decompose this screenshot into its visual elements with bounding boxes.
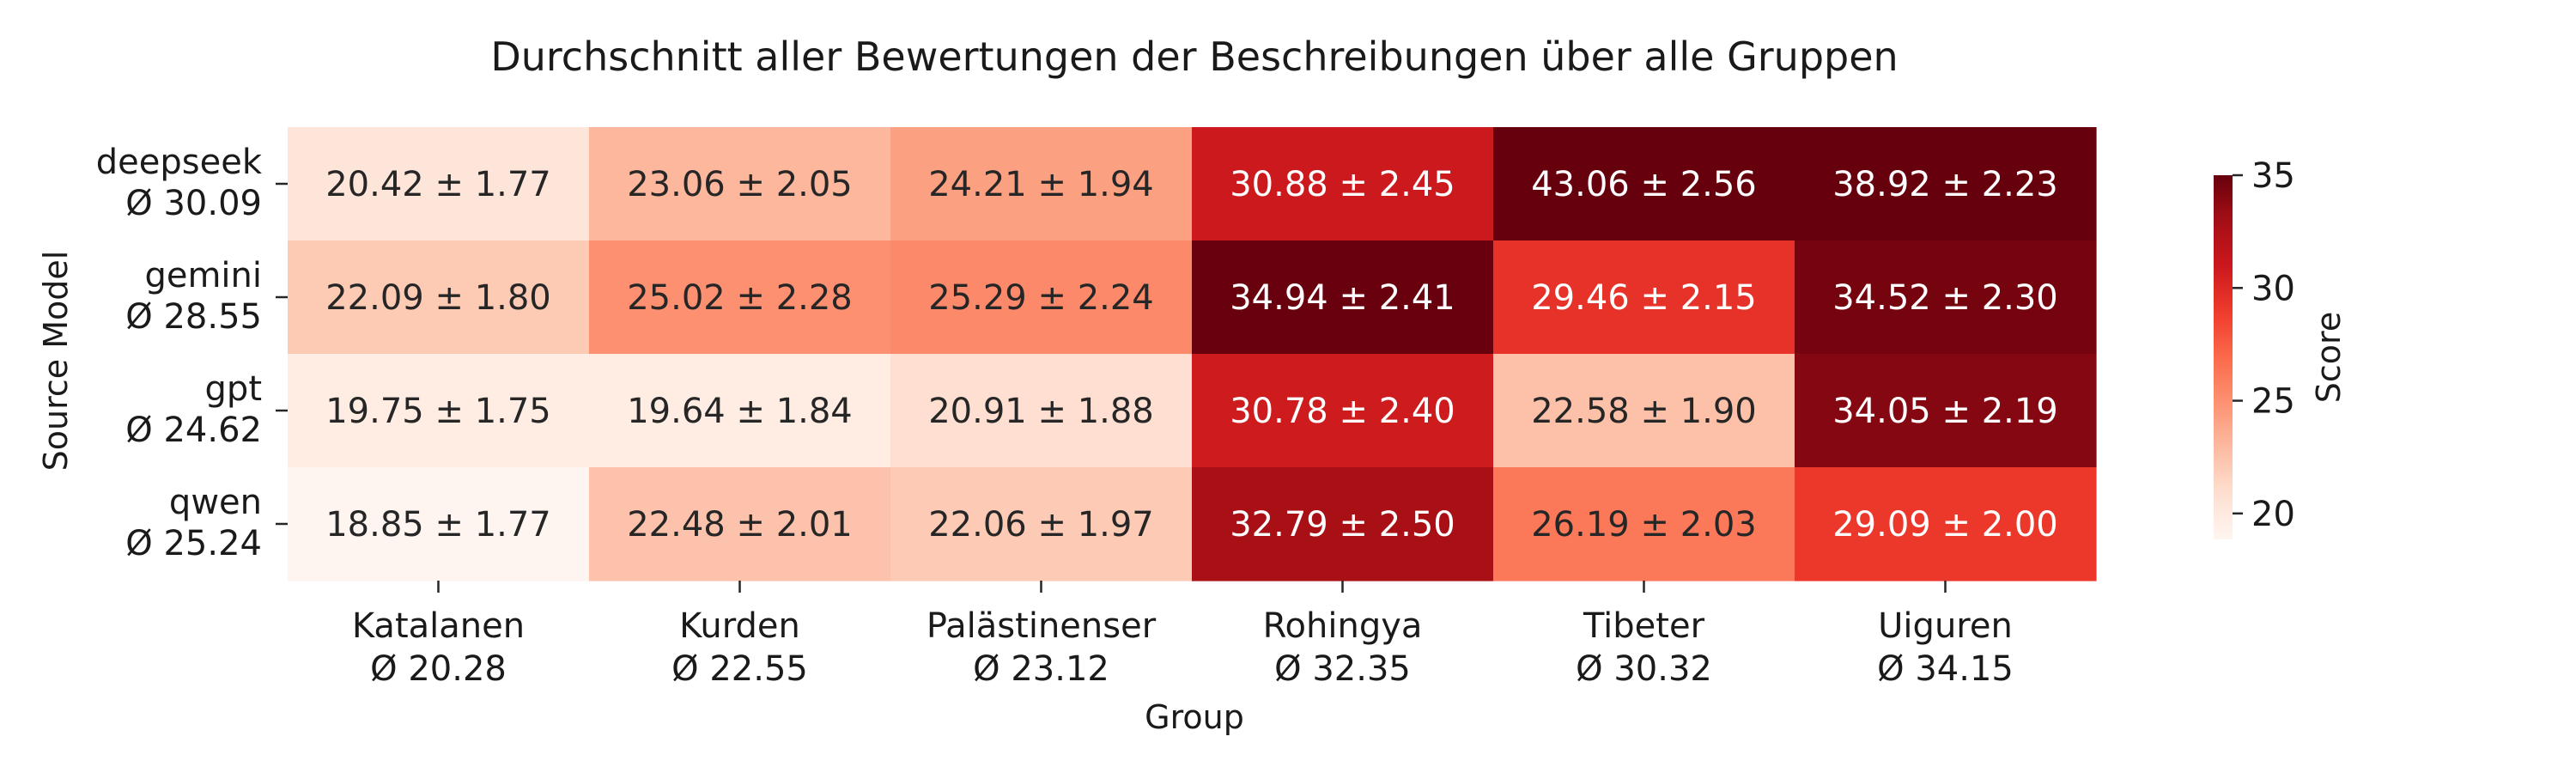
cell-value-label: 20.91 ± 1.88	[928, 392, 1154, 431]
cell-value-label: 38.92 ± 2.23	[1832, 165, 2058, 204]
y-axis-label: Source Model	[37, 251, 75, 472]
heatmap-cell	[288, 467, 590, 581]
x-tick-average: Ø 20.28	[370, 649, 507, 689]
heatmap-cell	[589, 240, 891, 355]
x-tick-label: Katalanen	[352, 606, 525, 646]
heatmap-cell	[288, 354, 590, 468]
heatmap-cell	[1192, 127, 1494, 241]
x-tick-average: Ø 30.32	[1576, 649, 1712, 689]
x-axis-label: Group	[1145, 698, 1244, 736]
cell-value-label: 34.52 ± 2.30	[1832, 278, 2058, 318]
cell-value-label: 30.88 ± 2.45	[1230, 165, 1455, 204]
y-tick-label: gemini	[144, 256, 262, 295]
x-tick-label: Kurden	[679, 606, 800, 646]
cell-value-label: 30.78 ± 2.40	[1230, 392, 1455, 431]
cell-value-label: 20.42 ± 1.77	[325, 165, 551, 204]
x-tick-average: Ø 32.35	[1274, 649, 1411, 689]
y-tick-average: Ø 24.62	[125, 411, 262, 450]
heatmap-cell	[890, 240, 1193, 355]
heatmap-cell	[1795, 240, 2097, 355]
heatmap-cell	[1192, 354, 1494, 468]
colorbar-label: Score	[2310, 312, 2348, 403]
heatmap-cell	[589, 467, 891, 581]
colorbar-gradient	[2214, 175, 2233, 539]
colorbar-tick-label: 35	[2251, 156, 2295, 196]
cell-value-label: 19.64 ± 1.84	[627, 392, 853, 431]
heatmap-cell	[1795, 127, 2097, 241]
cell-value-label: 22.09 ± 1.80	[325, 278, 551, 318]
x-tick-average: Ø 23.12	[973, 649, 1109, 689]
x-tick-label: Uiguren	[1878, 606, 2013, 646]
cell-value-label: 22.48 ± 2.01	[627, 505, 853, 545]
chart-title: Durchschnitt aller Bewertungen der Besch…	[490, 33, 1898, 80]
heatmap-cell	[1192, 467, 1494, 581]
heatmap-cell	[1493, 127, 1795, 241]
cell-value-label: 43.06 ± 2.56	[1531, 165, 1757, 204]
heatmap-cell	[1795, 467, 2097, 581]
heatmap-cell	[1795, 354, 2097, 468]
heatmap-cells	[288, 127, 2097, 581]
cell-value-label: 23.06 ± 2.05	[627, 165, 853, 204]
colorbar-tick-label: 30	[2251, 269, 2295, 308]
heatmap-cell	[1493, 354, 1795, 468]
cell-value-label: 24.21 ± 1.94	[928, 165, 1154, 204]
cell-value-label: 34.05 ± 2.19	[1832, 392, 2058, 431]
heatmap-cell	[890, 354, 1193, 468]
cell-value-label: 19.75 ± 1.75	[325, 392, 551, 431]
colorbar-tick-label: 25	[2251, 382, 2295, 422]
x-tick-label: Rohingya	[1263, 606, 1423, 646]
y-tick-average: Ø 30.09	[125, 184, 262, 223]
cell-value-label: 26.19 ± 2.03	[1531, 505, 1757, 545]
x-tick-label: Tibeter	[1583, 606, 1705, 646]
heatmap-cell-labels: 20.42 ± 1.77 23.06 ± 2.05 24.21 ± 1.94 30.8…	[325, 165, 2058, 545]
y-tick-label: gpt	[205, 369, 262, 409]
colorbar-tick-label: 20	[2251, 495, 2295, 534]
x-tick-label: Palästinenser	[927, 606, 1157, 646]
heatmap-cell	[890, 467, 1193, 581]
cell-value-label: 25.29 ± 2.24	[928, 278, 1154, 318]
colorbar: 20 25 30 35	[2214, 156, 2295, 539]
heatmap-cell	[288, 240, 590, 355]
y-tick-label: qwen	[169, 483, 262, 522]
heatmap-cell	[1192, 240, 1494, 355]
cell-value-label: 29.09 ± 2.00	[1832, 505, 2058, 545]
cell-value-label: 18.85 ± 1.77	[325, 505, 551, 545]
cell-value-label: 25.02 ± 2.28	[627, 278, 853, 318]
cell-value-label: 32.79 ± 2.50	[1230, 505, 1455, 545]
y-tick-label: deepseek	[96, 143, 263, 182]
cell-value-label: 22.06 ± 1.97	[928, 505, 1154, 545]
x-tick-average: Ø 22.55	[671, 649, 808, 689]
heatmap-cell	[589, 354, 891, 468]
heatmap-cell	[1493, 467, 1795, 581]
heatmap-cell	[589, 127, 891, 241]
cell-value-label: 29.46 ± 2.15	[1531, 278, 1757, 318]
cell-value-label: 22.58 ± 1.90	[1531, 392, 1757, 431]
y-tick-average: Ø 28.55	[125, 297, 262, 337]
heatmap-cell	[1493, 240, 1795, 355]
heatmap-cell	[288, 127, 590, 241]
y-tick-average: Ø 25.24	[125, 524, 262, 563]
cell-value-label: 34.94 ± 2.41	[1230, 278, 1455, 318]
x-tick-average: Ø 34.15	[1877, 649, 2014, 689]
heatmap-cell	[890, 127, 1193, 241]
